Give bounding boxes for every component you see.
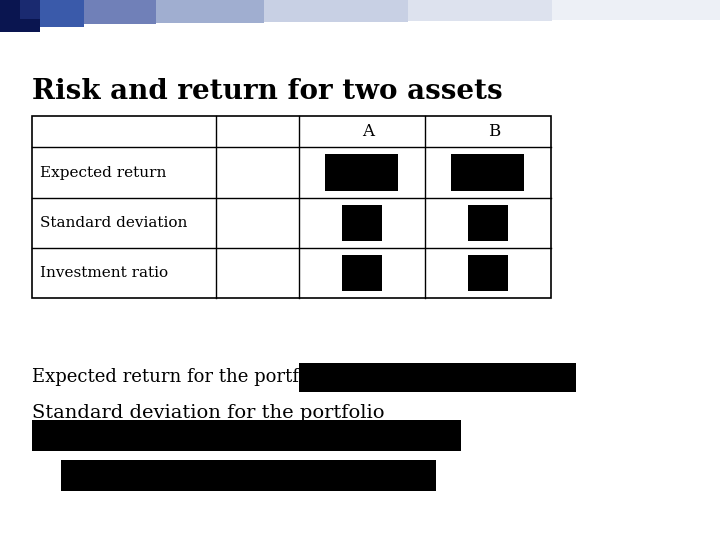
Bar: [299, 363, 576, 392]
Text: Standard deviation for the portfolio: Standard deviation for the portfolio: [32, 404, 385, 422]
Bar: [552, 0, 720, 20]
Text: Expected return: Expected return: [40, 166, 166, 179]
Bar: [84, 0, 156, 24]
Bar: [0, 0, 20, 32]
Bar: [341, 255, 382, 291]
Bar: [156, 0, 264, 23]
Bar: [468, 205, 508, 241]
Bar: [61, 460, 436, 491]
Bar: [20, 19, 40, 32]
Bar: [32, 420, 461, 451]
Text: Expected return for the portfolio: Expected return for the portfolio: [32, 368, 333, 387]
Bar: [468, 255, 508, 291]
Bar: [32, 116, 551, 298]
Text: B: B: [488, 123, 500, 140]
Bar: [264, 0, 408, 22]
Bar: [341, 205, 382, 241]
Text: A: A: [361, 123, 374, 140]
Text: Standard deviation: Standard deviation: [40, 216, 187, 229]
Bar: [20, 0, 40, 30]
Text: Investment ratio: Investment ratio: [40, 266, 168, 280]
Bar: [325, 154, 398, 191]
Bar: [408, 0, 552, 21]
Bar: [40, 0, 84, 27]
Text: Risk and return for two assets: Risk and return for two assets: [32, 78, 503, 105]
Bar: [451, 154, 524, 191]
